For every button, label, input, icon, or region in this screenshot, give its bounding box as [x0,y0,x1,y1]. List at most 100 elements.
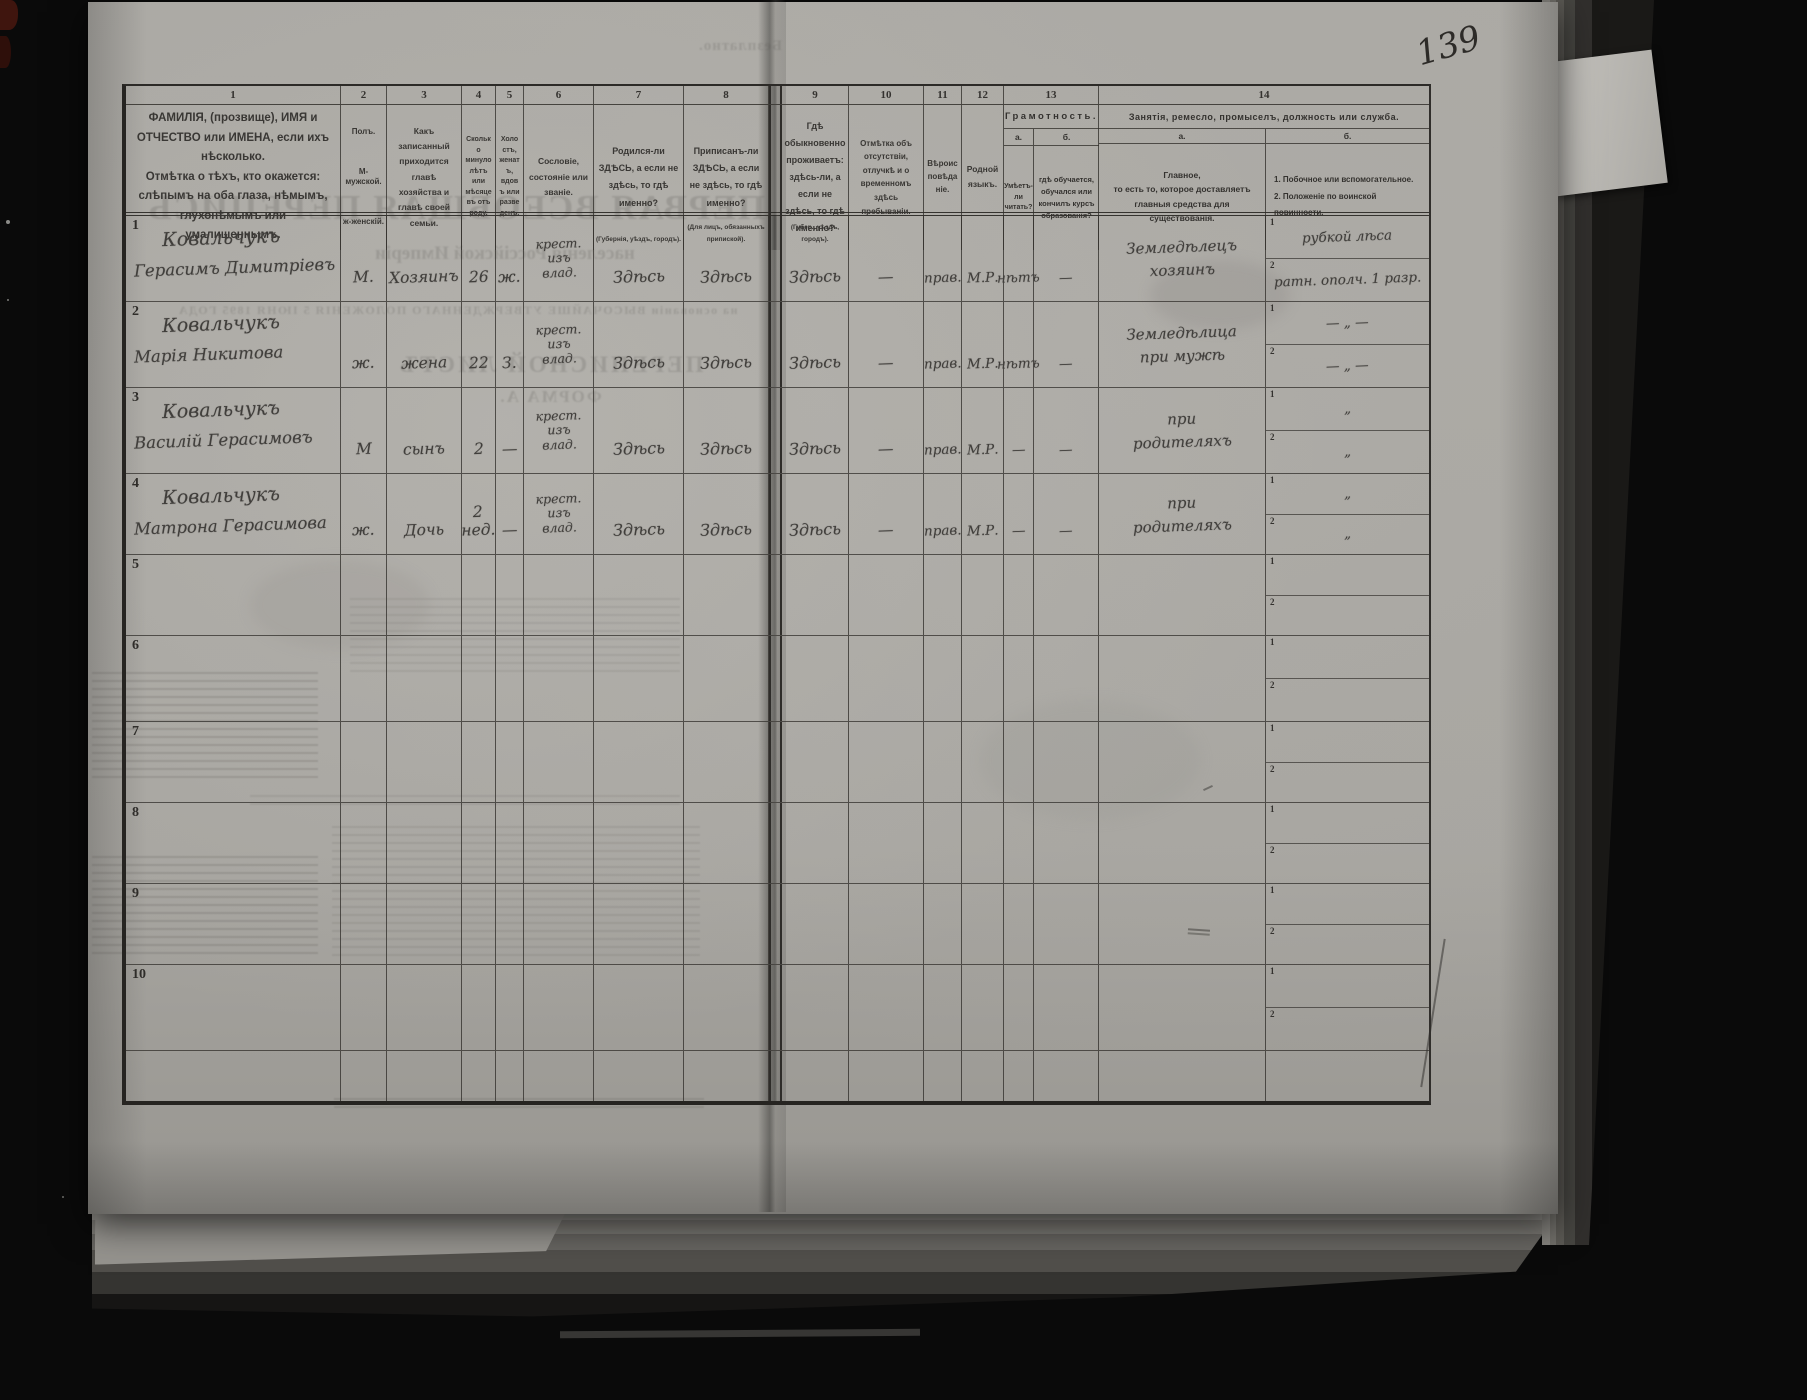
birthplace-cell [594,884,684,964]
name-cell: 8 [126,803,341,883]
literacy-read-cell: нѣтъ [997,302,1040,387]
header-religion-column: Вѣроисповѣданіе. [924,105,962,250]
residence-cell [782,555,849,635]
subcell-label: 2 [1270,596,1275,607]
given-name [134,642,340,649]
gutter [769,388,782,473]
language-cell [962,803,1004,883]
education-cell-value: — [1058,355,1074,373]
given-name: Василій Герасимовъ [133,427,313,453]
military-status-subcell: 2 [1266,1007,1429,1050]
literacy-read-cell: — [1004,474,1034,554]
gutter [769,636,782,721]
estate-cell [524,722,594,802]
literacy-read-cell [1004,884,1034,964]
given-name: Матрона Герасимова [133,512,328,539]
occupation-side-cell: 1 „ 2 „ [1266,388,1429,473]
gutter [769,803,782,883]
ghost-text-block [92,856,318,960]
religion-cell: прав. [923,302,962,387]
header-occupation-b-line1: 1. Побочное или вспомогательное. [1274,174,1414,184]
surname [162,562,340,568]
subcell-label: 1 [1270,217,1275,227]
registration-cell [684,636,769,721]
relation-cell-value: жена [400,353,448,373]
relation-cell-value: сынъ [402,439,446,459]
red-binding-mark [0,0,18,30]
birthplace-cell-value: Здѣсь [612,519,665,540]
absence-cell [849,555,924,635]
census-row-2: 2 Ковальчукъ Марія Никитова ж. жена 22 З. крест… [126,302,1429,388]
census-sheet-paper [88,2,1558,1214]
residence-cell [782,636,849,721]
header-occupation-a-line2: то есть то, которое доставляетъ [1113,184,1251,195]
residence-cell-value: Здѣсь [788,352,842,373]
surname: Ковальчукъ [161,225,281,252]
subcell-label: 1 [1270,303,1275,313]
footer-cell [782,1051,849,1101]
military-status-subcell: 2 ратн. ополч. 1 разр. [1266,258,1429,301]
occupation-side-cell: 1 — „ — 2 — „ — [1266,302,1429,387]
footer-cell [1099,1051,1266,1101]
occupation-main-cell [1099,884,1266,964]
paper-stain [980,700,1200,820]
subcell-label: 1 [1270,475,1275,485]
header-occupation-b-letter: б. [1266,129,1429,144]
marital-cell [496,722,524,802]
surname [162,810,340,816]
absence-cell-value: — [877,439,895,459]
occupation-main-cell: Земледѣлица при мужѣ [1099,302,1266,387]
gutter [769,722,782,802]
col-number-1: 1 [126,86,341,104]
lifted-page-corner [1540,49,1668,197]
subcell-label: 1 [1270,723,1275,733]
header-literacy-column: Грамотность. а. б. Умѣетъ-ли читать? гдѣ… [1004,105,1099,250]
census-table: 1 2 3 4 5 6 7 8 9 10 11 12 13 14 ФАМИЛІЯ… [122,84,1431,1105]
residence-cell-value: Здѣсь [788,519,842,540]
marital-cell-value: — [501,439,518,459]
relation-cell [387,555,462,635]
residence-cell [782,803,849,883]
estate-cell-value: крест. изъ влад. [534,321,582,367]
footer-cell [126,1051,341,1101]
header-language-column: Родной языкъ. [962,105,1004,250]
sex-cell-value: М [355,439,372,459]
header-estate-column: Сословіе, состояніе или званіе. [524,105,594,250]
name-cell: 3 Ковальчукъ Василій Герасимовъ [126,388,341,473]
header-occupation-a-line1: Главное, [1163,170,1201,181]
literacy-read-cell: нѣтъ [997,216,1040,301]
language-cell: М.Р. [962,302,1004,387]
footer-cell [924,1051,962,1101]
surname [162,972,340,978]
header-name-column: ФАМИЛІЯ, (прозвище), ИМЯ и ОТЧЕСТВО или … [126,105,341,250]
occupation-main-cell-value: Земледѣлица при мужѣ [1126,322,1238,366]
side-occupation-subcell: 1 [1266,722,1429,762]
education-cell: — [1034,216,1099,301]
registration-cell: Здѣсь [684,474,769,554]
footer-cell [387,1051,462,1101]
birthplace-cell [594,965,684,1050]
given-name: Марія Никитова [133,342,284,367]
religion-cell [924,965,962,1050]
education-cell-value: — [1058,522,1074,540]
literacy-read-cell [1004,965,1034,1050]
occupation-main-cell [1099,636,1266,721]
literacy-read-cell-value: — [1011,522,1026,540]
estate-cell [524,884,594,964]
birthplace-cell-value: Здѣсь [612,266,665,287]
estate-cell: крест. изъ влад. [524,302,594,387]
military-status-subcell: 2 [1266,842,1429,884]
sex-cell: ж. [341,302,387,387]
header-occupation-column: Занятія, ремесло, промыселъ, должность и… [1099,105,1429,250]
header-occupation-a-letter: а. [1099,129,1266,144]
subcell-label: 1 [1270,637,1275,647]
row-number: 1 [132,218,139,233]
education-cell-value: — [1058,441,1074,459]
relation-cell-value: Дочь [403,520,445,540]
birthplace-cell-value: Здѣсь [612,352,665,373]
side-occupation-subcell: 1 [1266,636,1429,678]
estate-cell-value: крест. изъ влад. [534,490,582,536]
religion-cell: прав. [923,388,962,473]
military-status-subcell: 2 [1266,923,1429,965]
